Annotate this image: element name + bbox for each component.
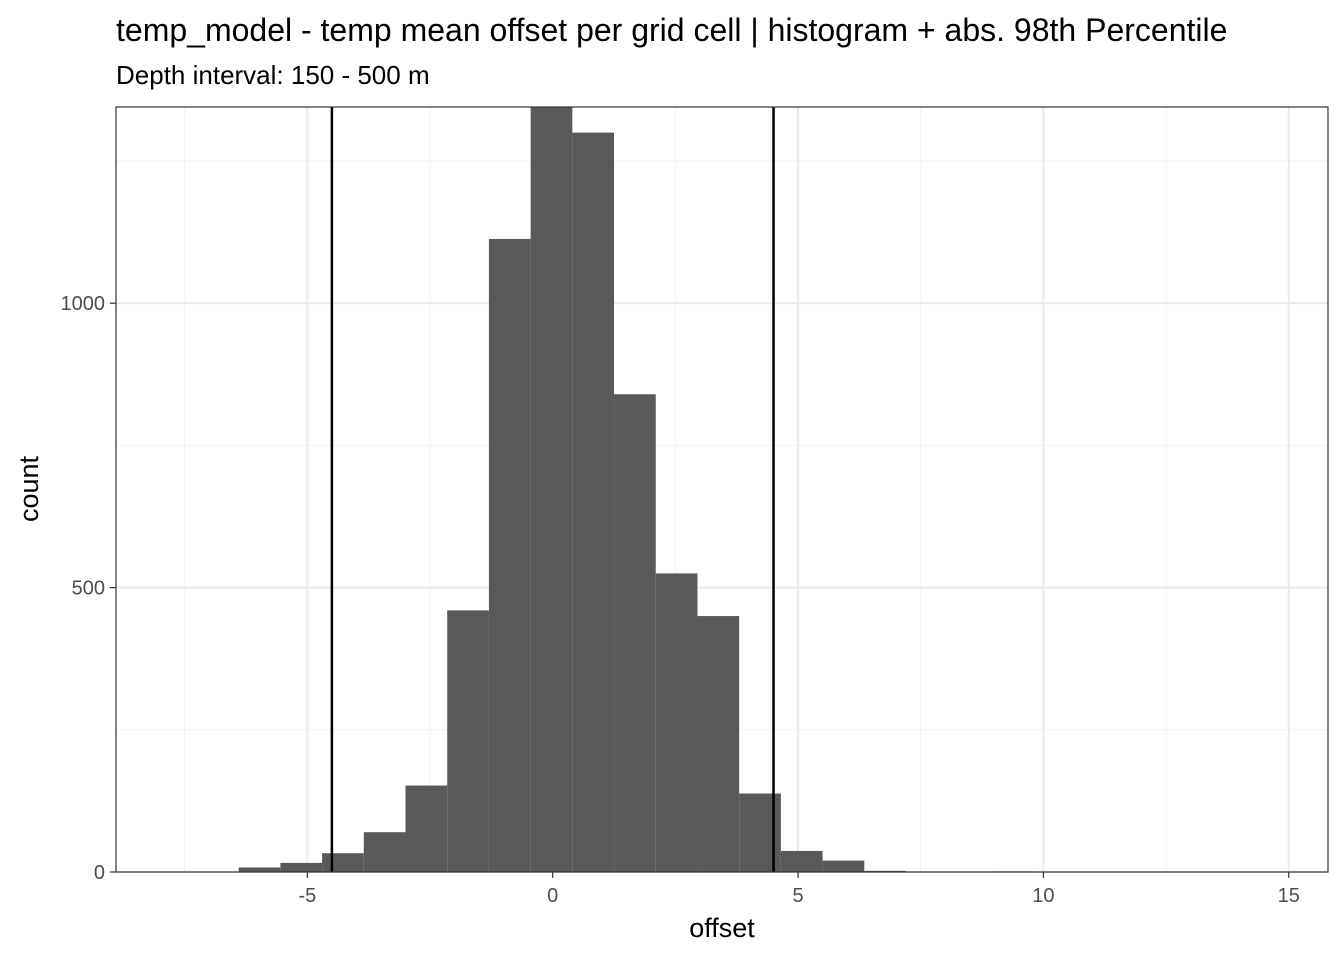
- histogram-bar: [614, 394, 656, 872]
- histogram-bar: [238, 867, 281, 872]
- chart-title: temp_model - temp mean offset per grid c…: [116, 12, 1227, 48]
- histogram-bar: [780, 850, 823, 872]
- x-axis-ticks: -5 0 5 10 15: [298, 872, 1300, 907]
- y-tick-label: 0: [94, 862, 105, 884]
- histogram-bar: [572, 132, 615, 873]
- y-axis-ticks: 0 500 1000: [61, 293, 116, 884]
- y-axis-title: count: [14, 455, 44, 522]
- percentile-lines: [330, 107, 775, 872]
- histogram-bar: [530, 107, 573, 872]
- chart-subtitle: Depth interval: 150 - 500 m: [116, 60, 430, 90]
- x-tick-label: 0: [547, 885, 558, 907]
- histogram-bar: [447, 610, 489, 872]
- histogram-bars: [238, 107, 1037, 873]
- x-tick-label: 15: [1278, 885, 1300, 907]
- histogram-bar: [405, 785, 448, 872]
- x-tick-label: 10: [1032, 885, 1054, 907]
- histogram-bar: [280, 862, 323, 872]
- histogram-bar: [697, 616, 740, 872]
- plot-panel-border: [115, 106, 1329, 873]
- histogram-bar: [488, 238, 531, 872]
- histogram-bar: [822, 860, 865, 872]
- histogram-bar: [655, 573, 698, 872]
- x-axis-title: offset: [689, 913, 755, 943]
- histogram-bar: [322, 853, 364, 872]
- y-tick-label: 1000: [61, 293, 106, 315]
- y-tick-label: 500: [72, 578, 105, 600]
- histogram-bar: [363, 832, 406, 872]
- x-tick-label: 5: [792, 885, 803, 907]
- x-tick-label: -5: [298, 885, 316, 907]
